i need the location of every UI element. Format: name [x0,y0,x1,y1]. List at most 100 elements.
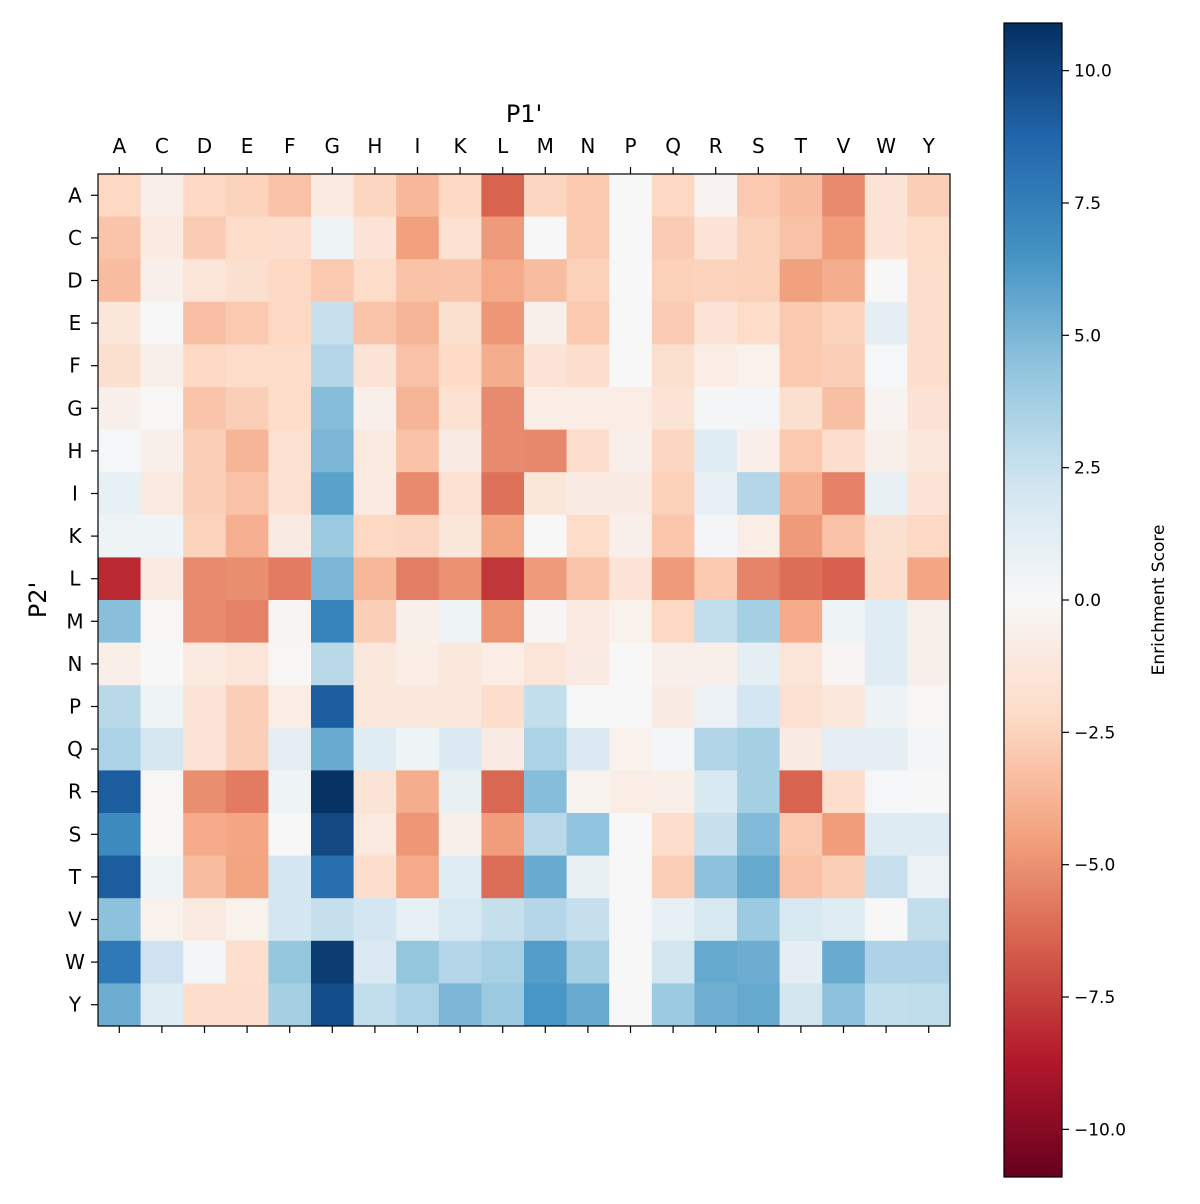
heatmap-cell [311,216,355,260]
heatmap-cell [140,429,184,473]
heatmap-cell [98,387,142,431]
heatmap-cell [864,940,908,984]
heatmap-cell [353,259,397,303]
heatmap-cell [651,344,695,388]
heatmap-cell [183,387,227,431]
heatmap-cell [779,600,823,644]
heatmap-cell [609,429,653,473]
heatmap-cell [225,301,269,345]
heatmap-cell [737,259,781,303]
heatmap-cell [353,898,397,942]
heatmap-cell [396,855,440,899]
heatmap-cell [609,898,653,942]
heatmap-cell [651,855,695,899]
heatmap-cell [268,855,312,899]
heatmap-cell [268,344,312,388]
heatmap-cell [651,216,695,260]
heatmap-cell [524,770,568,814]
heatmap-cell [822,387,866,431]
y-tick-label: V [68,908,82,932]
heatmap-cell [694,940,738,984]
colorbar-tick-label: −7.5 [1074,988,1115,1008]
heatmap-cell [609,642,653,686]
heatmap-cell [737,344,781,388]
heatmap-cell [353,600,397,644]
heatmap-cell [396,642,440,686]
heatmap-cell [438,472,482,516]
heatmap-cell [481,472,525,516]
heatmap-cell [779,557,823,601]
heatmap-cell [651,301,695,345]
heatmap-cell [225,770,269,814]
heatmap-cell [694,855,738,899]
heatmap-cell [225,174,269,218]
heatmap-cell [396,387,440,431]
heatmap-cell [737,557,781,601]
colorbar-tick-label: 2.5 [1074,459,1101,479]
heatmap-cell [438,813,482,857]
heatmap-cell [438,898,482,942]
heatmap-cell [864,983,908,1027]
heatmap-cell [396,940,440,984]
heatmap-cell [609,259,653,303]
heatmap-cell [481,557,525,601]
heatmap-cell [864,174,908,218]
heatmap-cell [481,600,525,644]
heatmap-cell [737,387,781,431]
heatmap-cell [822,259,866,303]
heatmap-cell [864,301,908,345]
colorbar-label: Enrichment Score [1149,525,1169,676]
heatmap-cell [651,429,695,473]
heatmap-cell [566,855,610,899]
heatmap-cell [651,514,695,558]
heatmap-cell [737,429,781,473]
heatmap-cell [225,557,269,601]
heatmap-cell [353,301,397,345]
heatmap-cell [481,770,525,814]
heatmap-cell [438,301,482,345]
heatmap-cell [864,387,908,431]
heatmap-cell [183,898,227,942]
heatmap-cell [438,940,482,984]
heatmap-cell [779,770,823,814]
heatmap-cell [311,898,355,942]
heatmap-cell [566,429,610,473]
heatmap-cell [779,472,823,516]
y-axis-label: P2' [24,582,52,618]
heatmap-cell [183,429,227,473]
heatmap-cell [779,642,823,686]
heatmap-cell [694,600,738,644]
heatmap-cell [864,514,908,558]
heatmap-cell [737,216,781,260]
y-tick-label: R [68,780,82,804]
heatmap-cell [907,514,951,558]
heatmap-cell [98,174,142,218]
y-tick-label: W [65,950,85,974]
heatmap-cell [396,898,440,942]
x-axis-label: P1' [506,100,542,128]
heatmap-cell [864,898,908,942]
heatmap-cell [566,940,610,984]
heatmap-cell [98,216,142,260]
heatmap-cell [225,642,269,686]
heatmap-cell [225,259,269,303]
heatmap-cell [225,600,269,644]
heatmap-cell [140,472,184,516]
heatmap-cell [737,983,781,1027]
heatmap-cell [779,259,823,303]
heatmap-cell [566,387,610,431]
heatmap-cell [183,770,227,814]
heatmap-cell [566,301,610,345]
heatmap-cell [907,472,951,516]
heatmap-cell [268,770,312,814]
heatmap-cell [98,983,142,1027]
heatmap-cell [779,813,823,857]
heatmap-cell [311,514,355,558]
heatmap-cell [694,642,738,686]
x-tick-label: I [415,134,421,158]
heatmap-cell [566,898,610,942]
heatmap-cell [183,344,227,388]
